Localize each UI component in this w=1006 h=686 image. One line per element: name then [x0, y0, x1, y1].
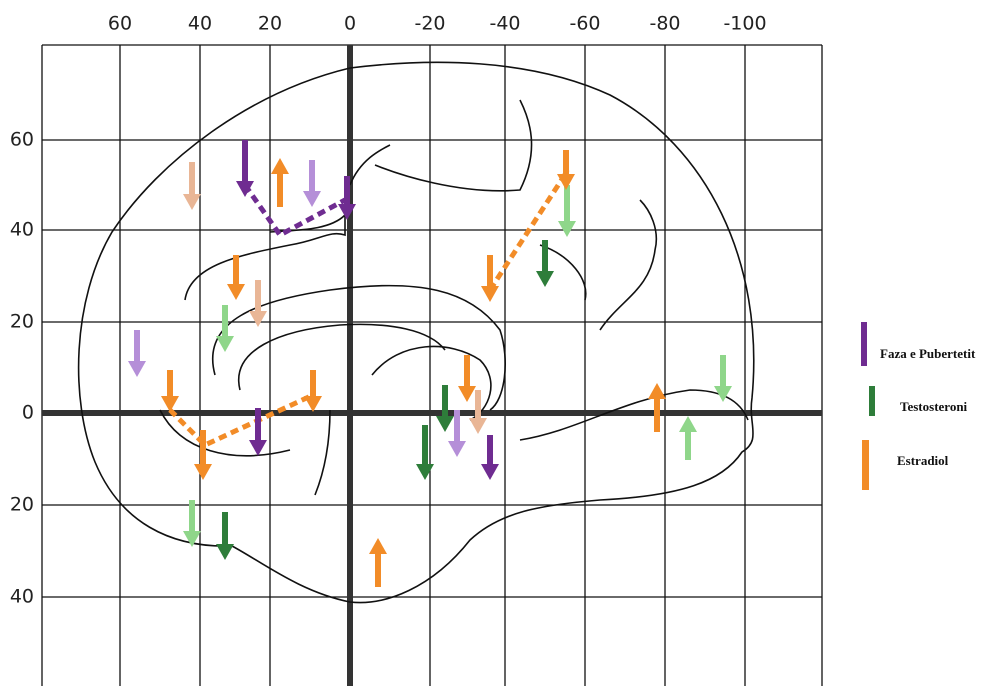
left-axis-label: 20 [10, 311, 34, 333]
top-axis-label: 20 [258, 13, 282, 35]
legend-swatch [869, 386, 875, 416]
left-axis-label: 20 [10, 494, 34, 516]
top-axis-label: -20 [414, 13, 445, 35]
legend-swatch [861, 322, 867, 366]
left-axis-label: 40 [10, 586, 34, 608]
top-axis-label: -40 [489, 13, 520, 35]
left-axis-label: 0 [22, 402, 34, 424]
top-axis-label: -60 [569, 13, 600, 35]
legend-label: Estradiol [897, 453, 949, 468]
top-axis-label: 40 [188, 13, 212, 35]
left-axis-label: 60 [10, 129, 34, 151]
top-axis-label: 0 [344, 13, 356, 35]
top-axis-label: -100 [723, 13, 766, 35]
brain-diagram: Faza e Pubertetit Testosteroni Estradiol… [0, 0, 1006, 686]
page: Faza e Pubertetit Testosteroni Estradiol… [0, 0, 1006, 686]
legend-label: Testosteroni [900, 399, 968, 414]
top-axis-label: -80 [649, 13, 680, 35]
left-axis-label: 40 [10, 219, 34, 241]
legend-label: Faza e Pubertetit [880, 346, 976, 361]
legend-swatch [862, 440, 869, 490]
top-axis-label: 60 [108, 13, 132, 35]
